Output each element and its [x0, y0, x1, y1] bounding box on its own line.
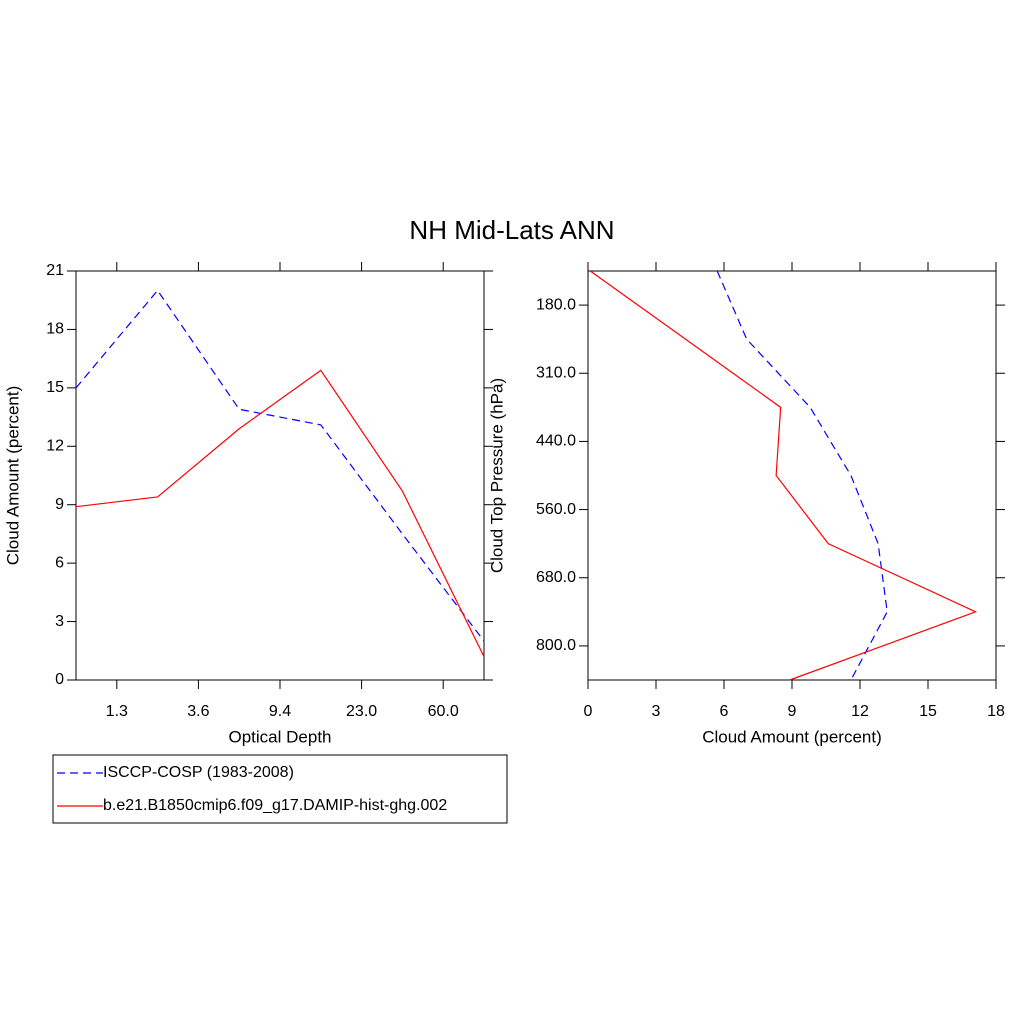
y-tick-label: 180.0 — [536, 296, 576, 313]
x-tick-label: 23.0 — [346, 703, 377, 720]
y-tick-label: 3 — [55, 613, 64, 630]
x-tick-label: 0 — [584, 703, 593, 720]
y-tick-label: 440.0 — [536, 433, 576, 450]
y-tick-label: 6 — [55, 554, 64, 571]
y-tick-label: 21 — [46, 262, 64, 279]
x-tick-label: 9 — [788, 703, 797, 720]
x-tick-label: 6 — [720, 703, 729, 720]
y-tick-label: 800.0 — [536, 637, 576, 654]
data-line — [75, 289, 485, 642]
legend-label: b.e21.B1850cmip6.f09_g17.DAMIP-hist-ghg.… — [103, 797, 447, 814]
legend-label: ISCCP-COSP (1983-2008) — [103, 764, 294, 781]
y-tick-label: 310.0 — [536, 364, 576, 381]
data-line — [716, 270, 888, 681]
y-tick-label: 0 — [55, 671, 64, 688]
plot-frame — [75, 270, 485, 681]
data-line — [589, 270, 978, 681]
x-tick-label: 1.3 — [106, 703, 128, 720]
x-tick-label: 18 — [987, 703, 1005, 720]
x-axis-label: Optical Depth — [229, 727, 332, 746]
x-tick-label: 15 — [919, 703, 937, 720]
y-tick-label: 560.0 — [536, 501, 576, 518]
y-tick-label: 18 — [46, 321, 64, 338]
x-tick-label: 3 — [652, 703, 661, 720]
x-tick-label: 3.6 — [187, 703, 209, 720]
x-tick-label: 12 — [851, 703, 869, 720]
y-tick-label: 9 — [55, 496, 64, 513]
chart-title: NH Mid-Lats ANN — [409, 215, 614, 245]
y-tick-label: 15 — [46, 379, 64, 396]
x-axis-label: Cloud Amount (percent) — [702, 727, 882, 746]
plot-frame — [587, 270, 997, 681]
x-tick-label: 60.0 — [428, 703, 459, 720]
data-line — [75, 369, 485, 657]
y-axis-label: Cloud Top Pressure (hPa) — [487, 378, 506, 573]
y-axis-label: Cloud Amount (percent) — [3, 386, 22, 566]
y-tick-label: 12 — [46, 438, 64, 455]
y-tick-label: 680.0 — [536, 569, 576, 586]
x-tick-label: 9.4 — [269, 703, 291, 720]
legend-box — [52, 754, 508, 824]
